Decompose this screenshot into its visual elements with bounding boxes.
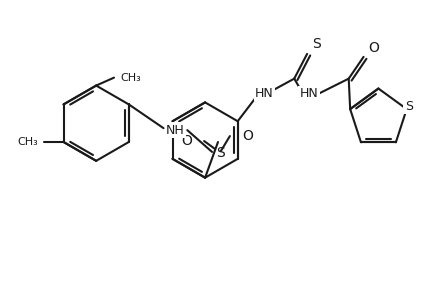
Text: O: O bbox=[181, 134, 192, 148]
Text: HN: HN bbox=[255, 87, 274, 100]
Text: HN: HN bbox=[300, 87, 319, 100]
Text: O: O bbox=[368, 41, 379, 55]
Text: CH₃: CH₃ bbox=[120, 73, 141, 83]
Text: CH₃: CH₃ bbox=[17, 137, 38, 147]
Text: S: S bbox=[312, 37, 321, 51]
Text: S: S bbox=[405, 100, 413, 113]
Text: NH: NH bbox=[166, 124, 185, 137]
Text: S: S bbox=[216, 146, 225, 160]
Text: O: O bbox=[242, 129, 252, 143]
